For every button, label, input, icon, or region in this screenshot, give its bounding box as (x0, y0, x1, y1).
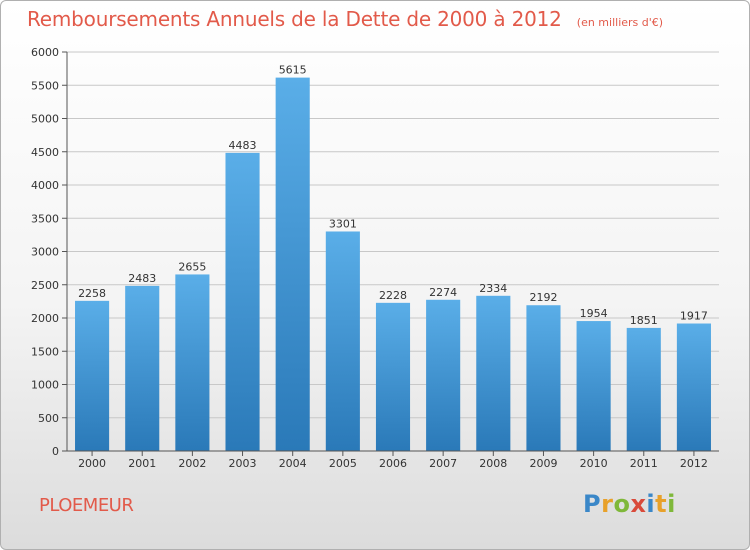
y-tick-label: 3000 (31, 246, 59, 259)
x-tick-label: 2006 (379, 457, 407, 470)
y-tick-label: 0 (52, 445, 59, 458)
y-tick-label: 500 (38, 412, 59, 425)
logo-letter: x (630, 490, 647, 518)
bar (576, 321, 611, 451)
bar (526, 305, 561, 451)
y-tick-label: 1000 (31, 379, 59, 392)
bar (175, 274, 210, 451)
y-tick-label: 4000 (31, 179, 59, 192)
x-tick-label: 2005 (329, 457, 357, 470)
bar (626, 327, 661, 451)
x-tick-label: 2010 (580, 457, 608, 470)
axes (62, 51, 719, 456)
x-tick-label: 2001 (128, 457, 156, 470)
logo-letter: i (646, 490, 656, 518)
y-tick-label: 5500 (31, 79, 59, 92)
proxiti-logo: Proxiti (583, 490, 676, 518)
x-tick-label: 2002 (178, 457, 206, 470)
logo-letter: i (667, 490, 676, 518)
data-label: 4483 (229, 139, 257, 152)
x-tick-label: 2011 (630, 457, 658, 470)
x-tick-label: 2009 (529, 457, 557, 470)
y-tick-label: 2000 (31, 312, 59, 325)
y-tick-label: 2500 (31, 279, 59, 292)
y-tick-label: 1500 (31, 345, 59, 358)
y-tick-label: 4500 (31, 146, 59, 159)
bars (75, 77, 711, 451)
y-tick-label: 3500 (31, 212, 59, 225)
data-label: 1851 (630, 314, 658, 327)
x-tick-label: 2007 (429, 457, 457, 470)
data-label: 1917 (680, 310, 708, 323)
data-label: 2228 (379, 289, 407, 302)
bar (426, 299, 461, 451)
bar (275, 77, 310, 451)
logo-letter: t (655, 490, 668, 518)
x-tick-label: 2000 (78, 457, 106, 470)
bar (225, 152, 260, 451)
data-label: 5615 (279, 64, 307, 77)
data-label: 2483 (128, 272, 156, 285)
y-tick-label: 5000 (31, 113, 59, 126)
x-tick-label: 2003 (229, 457, 257, 470)
title-row: Remboursements Annuels de la Dette de 20… (27, 7, 663, 31)
data-label: 2192 (529, 291, 557, 304)
x-tick-label: 2012 (680, 457, 708, 470)
logo-letter: r (601, 490, 614, 518)
bar (476, 295, 511, 451)
bar (676, 323, 711, 451)
data-label: 2258 (78, 287, 106, 300)
bar (75, 300, 110, 451)
chart-subtitle: (en milliers d'€) (576, 16, 664, 29)
x-tick-label: 2008 (479, 457, 507, 470)
labels: 0 500 1000 1500 2000 2500 3000 3500 4000 4500 5000… (31, 46, 708, 470)
logo-letter: P (583, 490, 602, 518)
data-label: 1954 (580, 307, 608, 320)
logo-letter: o (613, 490, 631, 518)
bar (325, 231, 360, 451)
chart-title: Remboursements Annuels de la Dette de 20… (27, 7, 562, 31)
bar (125, 285, 160, 451)
data-label: 2274 (429, 286, 457, 299)
commune-name: PLOEMEUR (39, 495, 134, 516)
data-label: 3301 (329, 217, 357, 230)
x-tick-label: 2004 (279, 457, 307, 470)
data-label: 2334 (479, 282, 507, 295)
data-label: 2655 (178, 260, 206, 273)
y-tick-label: 6000 (31, 46, 59, 59)
bar (375, 302, 411, 451)
